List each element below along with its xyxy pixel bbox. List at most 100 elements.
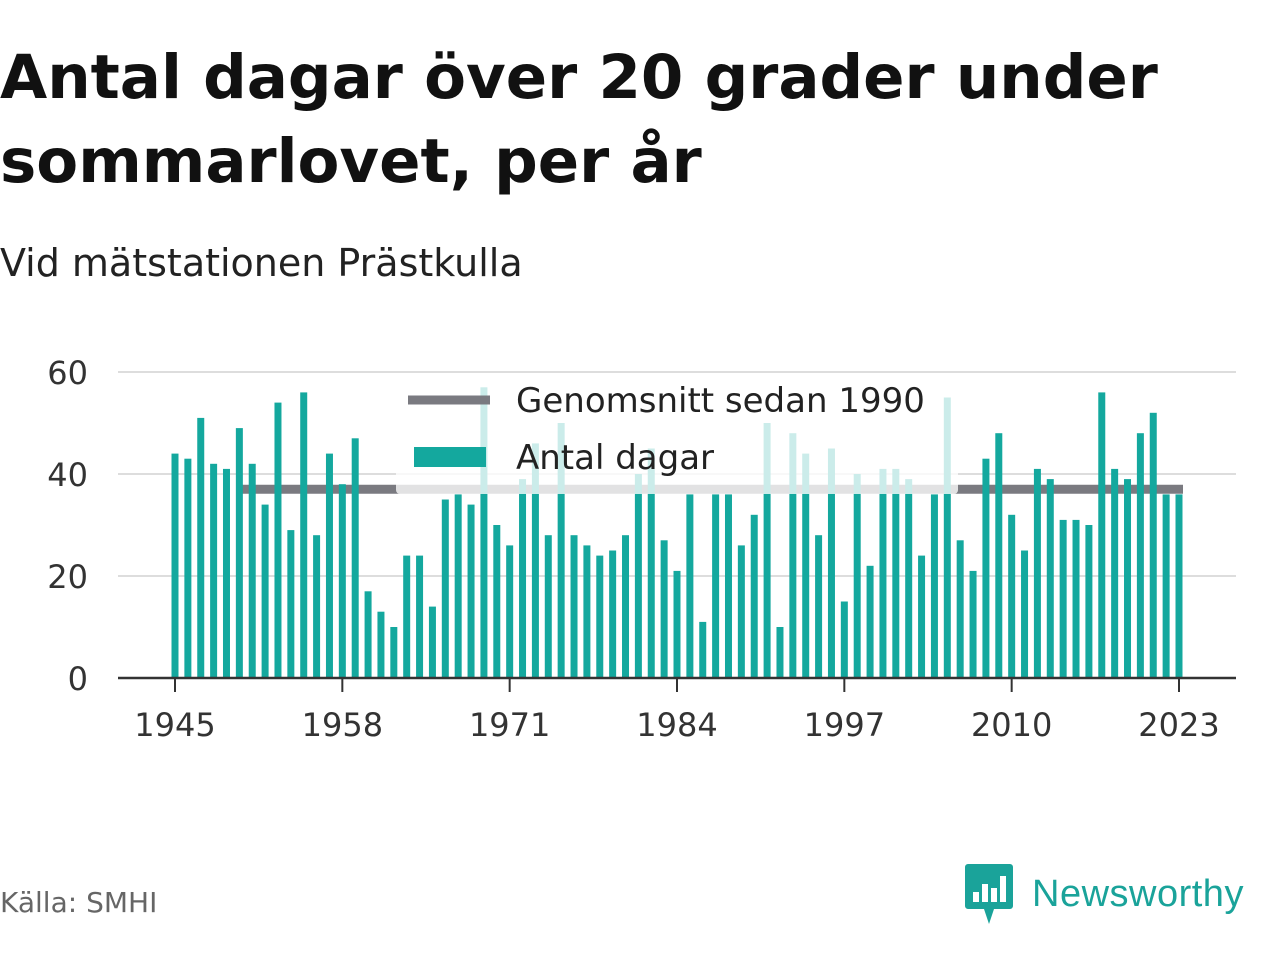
bar-1958[interactable] — [338, 484, 346, 678]
bar-1955[interactable] — [300, 392, 308, 678]
bar-2017[interactable] — [1098, 392, 1106, 678]
bar-chart: 0 20 40 60 Genomsnitt sedan 1990 Antal daga… — [47, 354, 1236, 744]
bar-1952[interactable] — [261, 504, 269, 678]
y-tick-label: 60 — [47, 354, 88, 392]
bar-1968[interactable] — [467, 504, 475, 678]
bar-1956[interactable] — [313, 535, 321, 678]
bar-1972[interactable] — [519, 479, 527, 678]
bar-1946[interactable] — [184, 458, 192, 678]
bar-1993[interactable] — [789, 433, 797, 678]
bar-1963[interactable] — [403, 555, 411, 678]
bar-1989[interactable] — [737, 545, 745, 678]
bar-1948[interactable] — [210, 463, 218, 678]
bar-2014[interactable] — [1059, 519, 1067, 678]
bar-1979[interactable] — [609, 550, 617, 679]
bar-2004[interactable] — [930, 494, 938, 678]
bar-1984[interactable] — [673, 570, 681, 678]
bar-1970[interactable] — [493, 525, 501, 678]
bar-2005[interactable] — [943, 397, 951, 679]
bar-2011[interactable] — [1021, 550, 1029, 679]
bar-2008[interactable] — [982, 458, 990, 678]
bar-1965[interactable] — [428, 606, 436, 678]
bar-1966[interactable] — [441, 499, 449, 679]
bar-1980[interactable] — [622, 535, 630, 678]
bar-1947[interactable] — [197, 417, 205, 678]
bar-1978[interactable] — [596, 555, 604, 678]
bar-1990[interactable] — [750, 514, 758, 678]
bar-1986[interactable] — [699, 621, 707, 678]
bar-1961[interactable] — [377, 611, 385, 678]
bar-1977[interactable] — [583, 545, 591, 678]
bar-1992[interactable] — [776, 627, 784, 678]
bar-2019[interactable] — [1124, 479, 1132, 678]
x-axis-ticks: 1945 1958 1971 1984 1997 2010 2023 — [134, 678, 1220, 744]
bar-1981[interactable] — [634, 474, 642, 678]
x-tick-label: 1971 — [469, 706, 550, 744]
x-tick-label: 1958 — [302, 706, 383, 744]
bar-1975[interactable] — [557, 423, 565, 678]
legend-bars-label[interactable]: Antal dagar — [516, 438, 714, 478]
chart-subtitle: Vid mätstationen Prästkulla — [0, 241, 523, 285]
chart-title: Antal dagar över 20 grader under sommarl… — [0, 42, 1158, 197]
bar-2022[interactable] — [1162, 494, 1170, 678]
bar-2010[interactable] — [1008, 514, 1016, 678]
bar-1995[interactable] — [815, 535, 823, 678]
legend-background — [396, 374, 958, 494]
y-tick-label: 0 — [68, 660, 88, 698]
legend-average-label[interactable]: Genomsnitt sedan 1990 — [516, 381, 925, 421]
bar-1974[interactable] — [544, 535, 552, 678]
bar-1945[interactable] — [171, 453, 179, 678]
bar-1973[interactable] — [531, 443, 539, 678]
bar-2016[interactable] — [1085, 525, 1093, 678]
brand-name: Newsworthy — [1032, 872, 1244, 915]
bar-1967[interactable] — [454, 494, 462, 678]
bar-1969[interactable] — [480, 387, 488, 678]
bar-1959[interactable] — [351, 438, 359, 678]
bar-1998[interactable] — [853, 474, 861, 678]
bar-1997[interactable] — [840, 601, 848, 679]
x-tick-label: 1984 — [636, 706, 717, 744]
y-tick-label: 20 — [47, 558, 88, 596]
bar-1964[interactable] — [416, 555, 424, 678]
bar-1994[interactable] — [802, 453, 810, 678]
bar-2012[interactable] — [1033, 468, 1041, 678]
y-axis-ticks: 0 20 40 60 — [47, 354, 88, 698]
x-tick-label: 2010 — [971, 706, 1052, 744]
bar-2021[interactable] — [1149, 412, 1157, 678]
bar-1954[interactable] — [287, 530, 295, 678]
bar-2009[interactable] — [995, 433, 1003, 678]
bar-1987[interactable] — [712, 494, 720, 678]
bar-1953[interactable] — [274, 402, 282, 678]
bar-1999[interactable] — [866, 565, 874, 678]
bar-1982[interactable] — [647, 448, 655, 679]
bar-1988[interactable] — [724, 494, 732, 678]
bar-2000[interactable] — [879, 468, 887, 678]
bar-1971[interactable] — [506, 545, 514, 678]
bar-2002[interactable] — [905, 479, 913, 678]
bars — [171, 387, 1183, 679]
bar-1996[interactable] — [827, 448, 835, 679]
bar-2023[interactable] — [1175, 494, 1183, 678]
legend-bars-swatch — [414, 447, 486, 467]
bar-1951[interactable] — [248, 463, 256, 678]
bar-1962[interactable] — [390, 627, 398, 678]
bar-2018[interactable] — [1111, 468, 1119, 678]
brand-logo[interactable]: Newsworthy — [964, 862, 1244, 926]
bar-1950[interactable] — [235, 428, 243, 678]
bar-2003[interactable] — [918, 555, 926, 678]
bar-2015[interactable] — [1072, 519, 1080, 678]
bar-2006[interactable] — [956, 540, 964, 678]
x-tick-label: 2023 — [1138, 706, 1219, 744]
bar-1983[interactable] — [660, 540, 668, 678]
bar-1991[interactable] — [763, 423, 771, 678]
bar-2013[interactable] — [1046, 479, 1054, 678]
bar-2001[interactable] — [892, 468, 900, 678]
bar-2020[interactable] — [1136, 433, 1144, 678]
bar-1985[interactable] — [686, 494, 694, 678]
bar-1957[interactable] — [325, 453, 333, 678]
bar-1976[interactable] — [570, 535, 578, 678]
bar-1960[interactable] — [364, 591, 372, 678]
bar-1949[interactable] — [222, 468, 230, 678]
source-note: Källa: SMHI — [0, 886, 158, 919]
bar-2007[interactable] — [969, 570, 977, 678]
